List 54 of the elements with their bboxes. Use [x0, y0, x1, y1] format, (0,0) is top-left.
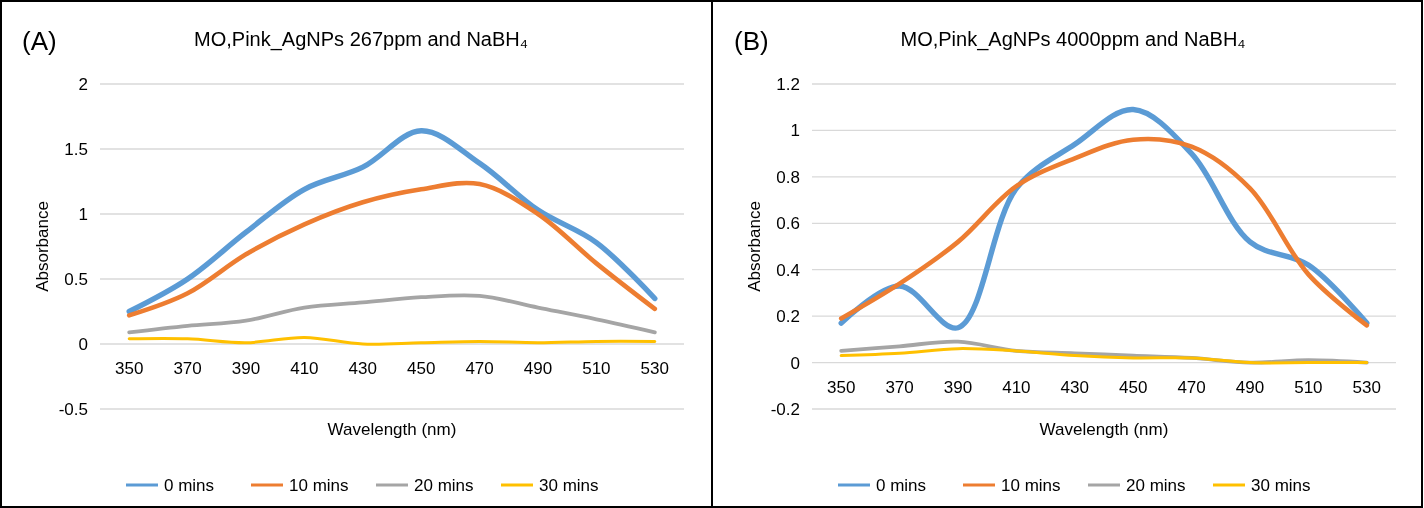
- y-tick-label: 1.5: [64, 139, 88, 159]
- y-tick-label: 0: [78, 334, 88, 354]
- y-tick-label: 0.6: [776, 214, 800, 234]
- legend-label: 0 mins: [876, 475, 927, 495]
- y-tick-label: 0.4: [776, 260, 800, 280]
- y-axis-title: Absorbance: [745, 201, 764, 292]
- x-tick-label: 350: [115, 359, 144, 378]
- legend-label: 30 mins: [1251, 475, 1311, 495]
- x-tick-label: 370: [173, 359, 202, 378]
- y-tick-label: -0.2: [770, 399, 800, 419]
- text: (B): [734, 26, 769, 56]
- x-tick-label: 450: [407, 359, 436, 378]
- x-tick-label: 410: [1002, 377, 1031, 397]
- x-tick-label: 470: [465, 359, 494, 378]
- legend-label: 30 mins: [539, 475, 599, 495]
- x-tick-label: 430: [1060, 377, 1089, 397]
- x-tick-label: 350: [827, 377, 856, 397]
- y-axis-title: Absorbance: [33, 201, 52, 292]
- y-tick-label: 0.2: [776, 307, 800, 327]
- y-tick-label: 2: [78, 74, 88, 94]
- y-tick-label: 0.5: [64, 269, 88, 289]
- x-tick-label: 490: [523, 359, 553, 378]
- legend-label: 20 mins: [1126, 475, 1186, 495]
- x-tick-label: 510: [582, 359, 611, 378]
- x-tick-label: 530: [640, 359, 669, 378]
- x-tick-label: 370: [885, 377, 914, 397]
- y-tick-label: 1: [790, 121, 800, 141]
- x-tick-label: 510: [1294, 377, 1323, 397]
- x-axis-title: Wavelength (nm): [327, 420, 457, 439]
- x-tick-label: 410: [290, 359, 319, 378]
- legend-label: 10 mins: [289, 475, 349, 495]
- x-tick-label: 530: [1352, 377, 1381, 397]
- x-axis-title: Wavelength (nm): [1039, 420, 1169, 439]
- x-tick-label: 390: [943, 377, 973, 397]
- y-tick-label: 1.2: [776, 74, 800, 94]
- legend-label: 20 mins: [414, 475, 474, 495]
- legend-label: 0 mins: [164, 475, 215, 495]
- legend-label: 10 mins: [1001, 475, 1061, 495]
- line-series: [126, 180, 658, 318]
- x-tick-label: 430: [348, 359, 377, 378]
- line-series: [127, 336, 657, 346]
- line-series: [839, 347, 1369, 365]
- x-tick-label: 450: [1119, 377, 1148, 397]
- x-tick-label: 390: [231, 359, 261, 378]
- y-tick-label: 1: [78, 204, 88, 224]
- chart-title: MO,Pink_AgNPs 4000ppm and NaBH₄: [900, 28, 1246, 51]
- x-tick-label: 490: [1235, 377, 1265, 397]
- chart-title: MO,Pink_AgNPs 267ppm and NaBH₄: [194, 28, 528, 51]
- x-tick-label: 470: [1177, 377, 1206, 397]
- y-tick-label: 0: [790, 353, 800, 373]
- text: (A): [22, 26, 57, 56]
- y-tick-label: 0.8: [776, 167, 800, 187]
- line-series: [127, 293, 657, 335]
- y-tick-label: -0.5: [58, 399, 88, 419]
